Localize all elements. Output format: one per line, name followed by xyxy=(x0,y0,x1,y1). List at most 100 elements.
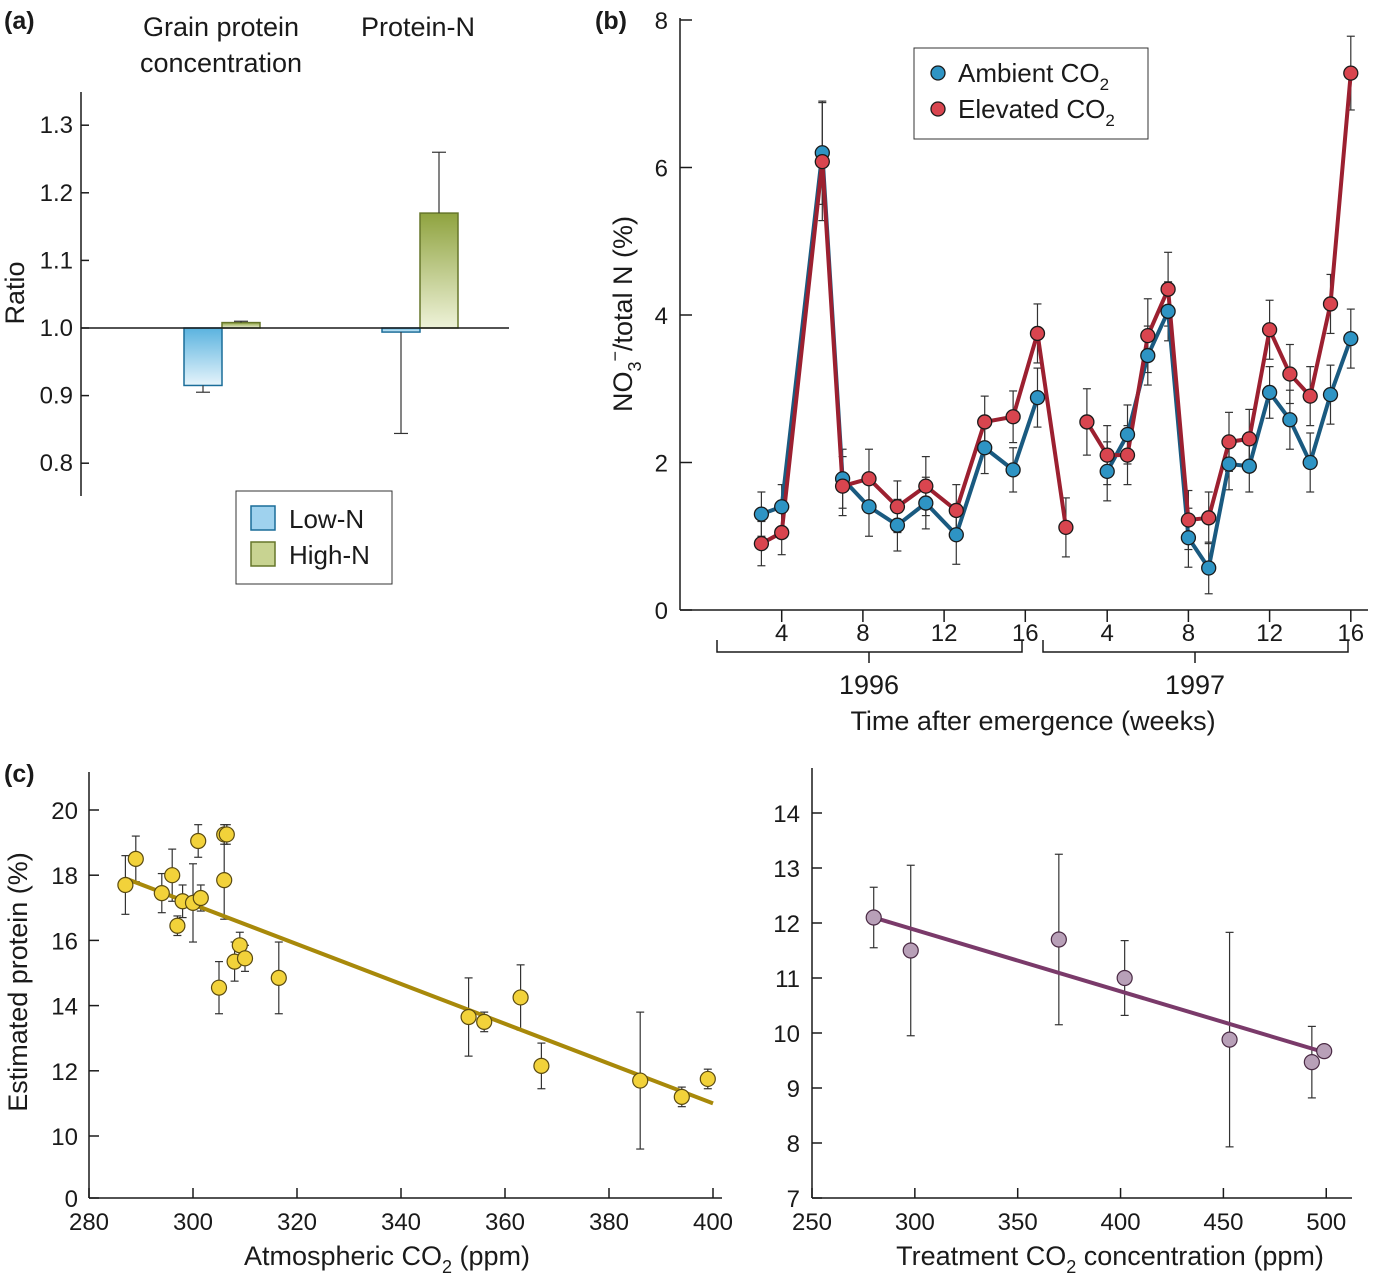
panel-c-left-ytick-label: 20 xyxy=(51,798,78,825)
panel-a-header-grain-line2: concentration xyxy=(140,48,302,78)
point-atm xyxy=(127,850,144,868)
point-atm xyxy=(270,969,287,986)
point-ambient xyxy=(1343,330,1359,347)
panel-c-left-xtick-label: 340 xyxy=(381,1209,421,1236)
point-atm xyxy=(673,1088,690,1105)
panel-a-ytick-label: 0.8 xyxy=(40,450,73,477)
fit-line-treat xyxy=(873,915,1325,1055)
point-elevated xyxy=(1302,388,1318,404)
panel-c-left-xtick-label: 320 xyxy=(277,1209,317,1236)
point-elevated xyxy=(774,524,790,541)
point-treat xyxy=(1303,1054,1320,1071)
point-elevated xyxy=(918,478,934,494)
point-ambient xyxy=(1029,389,1046,406)
point-ambient xyxy=(774,499,790,515)
panel-b-ylabel-sub: 3 xyxy=(625,362,645,372)
panel-b-xtick-label: 8 xyxy=(856,620,869,647)
panel-b-x-axis-label: Time after emergence (weeks) xyxy=(850,706,1215,736)
point-treat xyxy=(1050,931,1067,948)
panel-c-right-xtick-label: 500 xyxy=(1306,1209,1346,1236)
point-elevated xyxy=(1079,414,1095,430)
panel-c-right-xtick-label: 400 xyxy=(1101,1209,1141,1236)
panel-c-left-ytick-label: 10 xyxy=(51,1124,78,1151)
panel-c-left-xtick-label: 360 xyxy=(485,1209,525,1236)
legend-ambient-sub: 2 xyxy=(1100,75,1109,94)
point-ambient xyxy=(1180,530,1197,546)
panel-a-y-axis-label: Ratio xyxy=(0,261,30,324)
point-elevated xyxy=(1261,322,1278,338)
point-ambient xyxy=(1302,454,1318,471)
panel-a-header-grain-line1: Grain protein xyxy=(143,12,299,42)
point-atm xyxy=(699,1070,716,1088)
panel-c-right-points xyxy=(865,853,1333,1148)
point-elevated xyxy=(948,502,964,519)
panel-c-left-x-axis-label: Atmospheric CO2 (ppm) xyxy=(244,1241,530,1277)
point-ambient xyxy=(1322,386,1339,403)
panel-a-ytick-label: 0.9 xyxy=(40,383,73,410)
point-elevated xyxy=(1119,447,1136,463)
point-elevated xyxy=(1221,434,1237,450)
legend-label-elevated: Elevated CO2 xyxy=(958,94,1115,130)
point-elevated xyxy=(1058,519,1074,536)
panel-a-legend xyxy=(235,490,393,585)
panel-b-label: (b) xyxy=(595,7,627,35)
panel-c-left-y-axis-label: Estimated protein (%) xyxy=(3,852,33,1112)
panel-a-ytick-label: 1.3 xyxy=(40,112,73,139)
point-elevated xyxy=(834,478,851,494)
legend-swatch-high-n xyxy=(250,541,276,567)
panel-c-right-ytick-label: 11 xyxy=(775,966,800,993)
panel-a: (a) Grain protein concentration Protein-… xyxy=(0,7,509,585)
legend-marker-elevated xyxy=(930,101,946,117)
point-elevated xyxy=(1099,447,1115,463)
panel-c-label: (c) xyxy=(4,760,35,788)
panel-c-left-xlabel-sub: 2 xyxy=(442,1257,452,1277)
point-elevated xyxy=(889,499,906,515)
point-elevated xyxy=(1029,325,1046,342)
point-elevated xyxy=(1180,512,1197,528)
point-ambient xyxy=(1160,303,1176,319)
panel-a-ytick-label: 1.1 xyxy=(40,247,73,274)
panel-c-left-xlabel-rest: (ppm) xyxy=(452,1241,530,1271)
panel-b-xtick-label: 16 xyxy=(1012,620,1039,647)
panel-c-left-xtick-label: 380 xyxy=(589,1209,629,1236)
point-treat xyxy=(865,909,882,926)
point-ambient xyxy=(1099,463,1115,480)
year-label-1996: 1996 xyxy=(839,670,899,700)
point-elevated xyxy=(1140,327,1156,344)
point-ambient xyxy=(861,499,877,515)
point-elevated xyxy=(1160,281,1176,297)
panel-c-right-xlabel-rest: concentration (ppm) xyxy=(1076,1241,1324,1271)
panel-c-right-ytick-label: 12 xyxy=(773,911,800,938)
point-atm xyxy=(210,979,228,996)
panel-c-right-ytick-label: 13 xyxy=(773,856,800,883)
panel-b-xtick-label: 16 xyxy=(1337,620,1364,647)
point-ambient xyxy=(753,506,770,522)
panel-a-ytick-label: 1.2 xyxy=(40,180,73,207)
point-atm xyxy=(218,826,235,843)
legend-label-ambient: Ambient CO2 xyxy=(958,58,1109,94)
legend-elevated-text: Elevated CO xyxy=(958,94,1105,124)
point-elevated xyxy=(753,535,770,552)
panel-c-left-ytick-label: 14 xyxy=(51,994,78,1021)
panel-c-right-xlabel-sub: 2 xyxy=(1066,1257,1076,1277)
point-elevated xyxy=(814,153,830,170)
point-ambient xyxy=(918,495,934,511)
point-treat xyxy=(902,942,919,959)
panel-c-right-xtick-label: 350 xyxy=(998,1209,1038,1236)
panel-c-right-ticks: 7 8 9 10 11 12 13 14 250 300 350 400 450 500 xyxy=(773,801,1346,1236)
panel-a-y-ticks: 0.8 0.9 1.0 1.1 1.2 1.3 xyxy=(40,112,89,477)
panel-c-left-ytick-label: 12 xyxy=(51,1059,78,1086)
point-atm xyxy=(192,889,209,907)
panel-b-xtick-label: 12 xyxy=(1256,620,1283,647)
legend-swatch-low-n xyxy=(250,505,276,531)
panel-b: (b) NO3−/total N (%) 0 2 4 6 8 4 8 12 16 4 8 12 16 1… xyxy=(595,7,1368,736)
panel-b-series xyxy=(753,35,1359,595)
panel-c-right-ytick-label: 8 xyxy=(787,1131,800,1158)
panel-c-left: (c) Estimated protein (%) 0 10 12 14 16 18 20 2… xyxy=(3,760,733,1277)
point-atm xyxy=(169,917,186,934)
point-atm xyxy=(632,1072,649,1089)
point-ambient xyxy=(977,440,993,456)
panel-c-left-ticks: 0 10 12 14 16 18 20 280 300 320 340 360 380 400 xyxy=(51,798,733,1236)
panel-b-xtick-label: 8 xyxy=(1182,620,1195,647)
panel-a-label: (a) xyxy=(4,7,35,35)
